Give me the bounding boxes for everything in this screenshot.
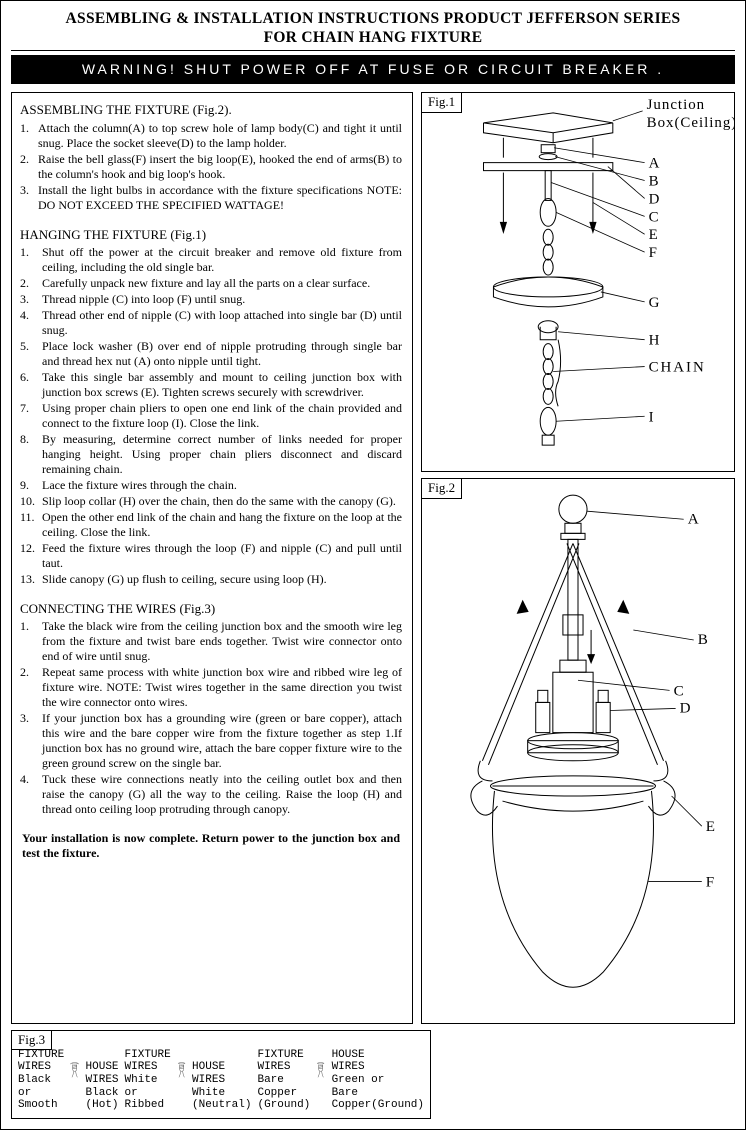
figure-3: Fig.3 FIXTUREWIRESBlack orSmooth HOUSEWI…: [11, 1030, 431, 1119]
section-hanging-heading: HANGING THE FIXTURE (Fig.1): [20, 227, 402, 243]
figure-1-diagram: Junction Box(Ceiling) A B D C E F G H CH…: [422, 93, 734, 471]
svg-text:C: C: [649, 210, 660, 226]
wire-group-3-fixture: FIXTUREWIRESBareCopper(Ground): [257, 1049, 310, 1112]
svg-text:E: E: [649, 227, 659, 243]
fig1-box-label: Box(Ceiling): [647, 115, 734, 131]
svg-text:F: F: [649, 245, 658, 261]
svg-text:D: D: [649, 192, 661, 208]
title-underline: [11, 50, 735, 51]
section-assembling-heading: ASSEMBLING THE FIXTURE (Fig.2).: [20, 102, 402, 118]
step-number: 1.: [20, 121, 38, 151]
title-line-1: ASSEMBLING & INSTALLATION INSTRUCTIONS P…: [7, 9, 739, 28]
figure-2-label: Fig.2: [422, 479, 462, 498]
wire-group-2-fixture: FIXTUREWIRESWhite orRibbed: [125, 1049, 171, 1112]
title-line-2: FOR CHAIN HANG FIXTURE: [7, 28, 739, 47]
instructions-column: ASSEMBLING THE FIXTURE (Fig.2). 1.Attach…: [11, 92, 413, 1023]
svg-text:A: A: [649, 156, 661, 172]
figure-1-label: Fig.1: [422, 93, 462, 112]
completion-note: Your installation is now complete. Retur…: [22, 831, 400, 861]
wire-connector-icon: [316, 1049, 325, 1091]
svg-text:C: C: [674, 684, 684, 700]
page: ASSEMBLING & INSTALLATION INSTRUCTIONS P…: [1, 1, 745, 1129]
wire-connector-icon: [70, 1049, 79, 1091]
figure-3-label: Fig.3: [12, 1031, 52, 1050]
svg-text:F: F: [706, 875, 714, 891]
svg-text:G: G: [649, 295, 661, 311]
assembling-steps: 1.Attach the column(A) to top screw hole…: [20, 121, 402, 213]
wire-connector-icon: [177, 1049, 186, 1091]
svg-text:D: D: [680, 701, 691, 717]
section-connecting-heading: CONNECTING THE WIRES (Fig.3): [20, 601, 402, 617]
content-row: ASSEMBLING THE FIXTURE (Fig.2). 1.Attach…: [11, 92, 735, 1023]
fig1-junction-label: Junction: [647, 97, 705, 113]
wire-group-1-house: HOUSEWIRESBlack(Hot): [86, 1061, 119, 1112]
svg-text:I: I: [649, 410, 655, 426]
step-text: Attach the column(A) to top screw hole o…: [38, 121, 402, 151]
figure-2-diagram: A B C D E F: [422, 479, 734, 1022]
svg-text:H: H: [649, 333, 661, 349]
figure-1: Fig.1: [421, 92, 735, 472]
connecting-steps: 1.Take the black wire from the ceiling j…: [20, 619, 402, 817]
warning-bar: WARNING! SHUT POWER OFF AT FUSE OR CIRCU…: [11, 55, 735, 85]
svg-text:B: B: [649, 174, 660, 190]
svg-text:A: A: [688, 512, 699, 528]
hanging-steps: 1.Shut off the power at the circuit brea…: [20, 245, 402, 587]
wire-group-1-fixture: FIXTUREWIRESBlack orSmooth: [18, 1049, 64, 1112]
svg-text:CHAIN: CHAIN: [649, 360, 706, 376]
figure-2: Fig.2: [421, 478, 735, 1023]
title-block: ASSEMBLING & INSTALLATION INSTRUCTIONS P…: [7, 7, 739, 55]
wire-group-2-house: HOUSEWIRESWhite(Neutral): [192, 1061, 251, 1112]
wire-group-3-house: HOUSEWIRESGreen orBare Copper(Ground): [332, 1049, 424, 1112]
figures-column: Fig.1: [421, 92, 735, 1023]
svg-text:E: E: [706, 819, 715, 835]
svg-text:B: B: [698, 632, 708, 648]
